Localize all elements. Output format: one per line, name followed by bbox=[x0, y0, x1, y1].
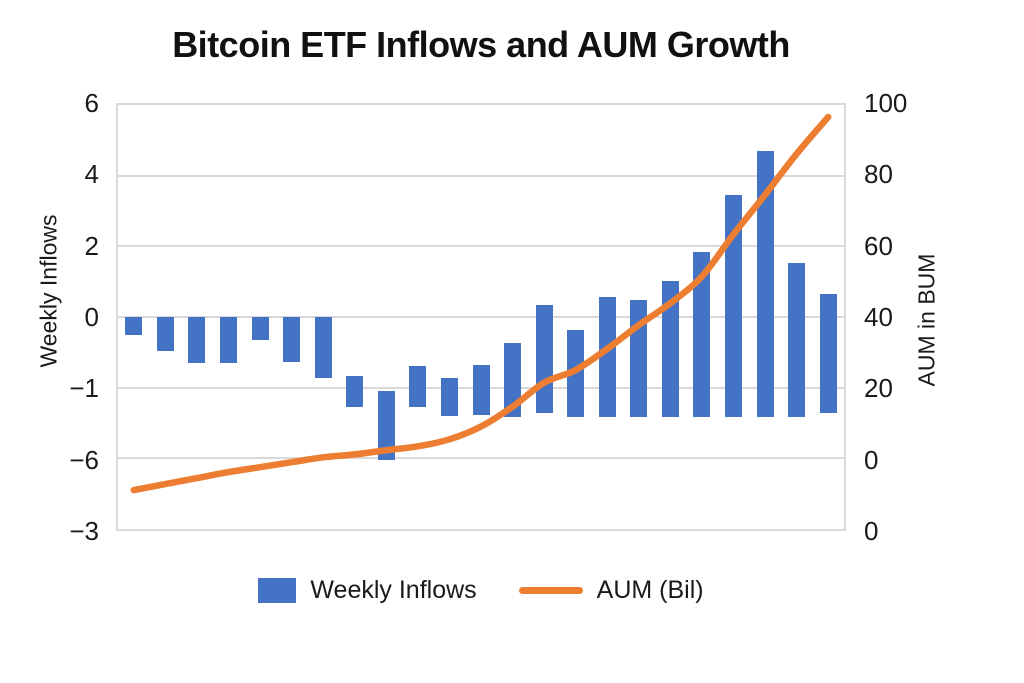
right-axis-ticks: 100 80 60 40 20 0 0 bbox=[864, 90, 984, 544]
gridline bbox=[118, 457, 844, 460]
gridline bbox=[118, 174, 844, 177]
y-tick-label-right: 60 bbox=[864, 230, 893, 261]
y-tick-label-left: 4 bbox=[84, 159, 99, 190]
bar-weekly-inflows bbox=[661, 281, 679, 417]
gridline bbox=[118, 245, 844, 248]
y-tick-label-left: −1 bbox=[69, 373, 99, 404]
bar-weekly-inflows bbox=[440, 377, 458, 417]
y-tick-label-left: 6 bbox=[84, 88, 99, 118]
bar-weekly-inflows bbox=[188, 317, 206, 363]
y-tick-label-right: 40 bbox=[864, 302, 893, 332]
legend-swatch-aum bbox=[518, 586, 583, 594]
bar-weekly-inflows bbox=[819, 294, 837, 414]
legend-item-aum: AUM (Bil) bbox=[518, 575, 704, 605]
aum-line-path bbox=[130, 113, 832, 494]
y-tick-label-left: −6 bbox=[69, 444, 99, 475]
bar-weekly-inflows bbox=[377, 390, 395, 461]
legend-label-weekly-inflows: Weekly Inflows bbox=[310, 575, 477, 604]
bar-weekly-inflows bbox=[756, 150, 774, 417]
y-tick-label-left: 0 bbox=[84, 302, 99, 332]
bar-weekly-inflows bbox=[251, 317, 269, 340]
legend-swatch-weekly-inflows bbox=[258, 577, 297, 603]
aum-line-series bbox=[130, 113, 832, 494]
y-tick-label-right: 100 bbox=[864, 88, 908, 118]
bar-weekly-inflows bbox=[725, 195, 743, 417]
bar-weekly-inflows bbox=[283, 317, 301, 362]
y-tick-label-right: 0 bbox=[864, 516, 879, 546]
y-tick-label-right: 80 bbox=[864, 159, 893, 190]
bar-weekly-inflows bbox=[598, 296, 616, 417]
bar-weekly-inflows bbox=[156, 317, 174, 351]
gridline bbox=[118, 316, 844, 318]
bar-weekly-inflows bbox=[409, 366, 427, 407]
bar-weekly-inflows bbox=[346, 376, 364, 407]
bar-weekly-inflows bbox=[504, 342, 522, 417]
bar-weekly-inflows bbox=[472, 365, 490, 416]
y-tick-label-left: 2 bbox=[84, 230, 99, 261]
y-tick-label-right: 0 bbox=[864, 444, 879, 475]
bar-weekly-inflows bbox=[314, 317, 332, 378]
y-tick-label-right: 20 bbox=[864, 373, 893, 404]
y-tick-label-left: −3 bbox=[69, 516, 99, 546]
bar-weekly-inflows bbox=[788, 263, 806, 417]
legend-label-aum: AUM (Bil) bbox=[596, 575, 704, 604]
plot-area bbox=[116, 103, 846, 531]
chart-title: Bitcoin ETF Inflows and AUM Growth bbox=[172, 24, 790, 65]
bar-weekly-inflows bbox=[125, 317, 143, 336]
right-axis-title: AUM in BUM bbox=[913, 253, 940, 387]
bar-weekly-inflows bbox=[693, 252, 711, 417]
bar-weekly-inflows bbox=[219, 317, 237, 363]
left-axis-ticks: 6 4 2 0 −1 −6 −3 bbox=[0, 90, 99, 544]
left-axis-title: Weekly Inflows bbox=[35, 214, 62, 368]
chart-legend: Weekly Inflows AUM (Bil) bbox=[116, 566, 846, 614]
legend-item-weekly-inflows: Weekly Inflows bbox=[258, 575, 477, 605]
